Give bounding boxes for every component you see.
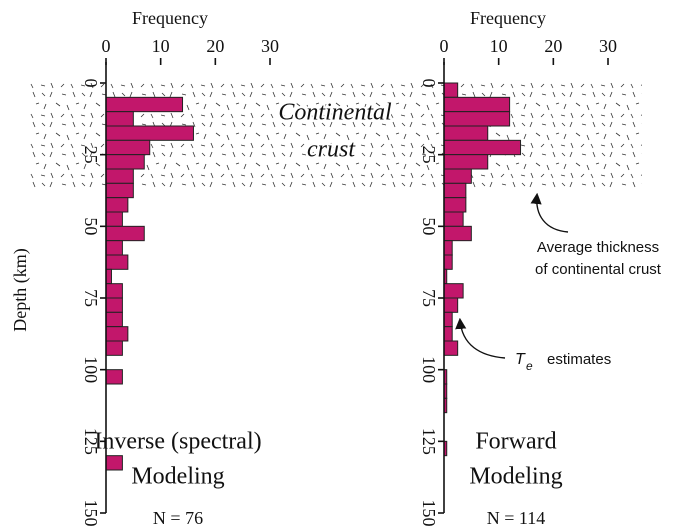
y-tick-label: 75: [419, 289, 439, 307]
x-tick-label: 20: [206, 36, 224, 56]
bar: [443, 254, 453, 270]
bar: [105, 168, 134, 184]
panel-label: Forward: [475, 429, 556, 455]
annotation: of continental crust: [535, 261, 662, 278]
crust-label: crust: [307, 137, 356, 163]
bar: [105, 182, 134, 199]
bar: [105, 111, 134, 127]
bar: [105, 340, 123, 356]
count-label: N = 114: [487, 508, 545, 528]
bar: [443, 340, 459, 356]
bar: [105, 254, 129, 270]
x-tick-label: 0: [102, 36, 111, 56]
y-tick-label: 150: [419, 500, 439, 527]
bar: [105, 211, 123, 227]
annotation: e: [526, 359, 533, 373]
bar: [443, 82, 459, 98]
bar: [443, 211, 464, 227]
bar: [105, 225, 145, 242]
bar: [105, 240, 123, 256]
bar: [105, 455, 123, 471]
bar: [105, 154, 145, 170]
bar: [443, 139, 522, 156]
bar: [105, 326, 129, 342]
y-tick-label: 25: [419, 146, 439, 164]
x-tick-label: 20: [544, 36, 562, 56]
bar: [443, 326, 453, 342]
y-axis-title: Depth (km): [10, 248, 31, 331]
x-tick-label: 0: [440, 36, 449, 56]
annotation: Average thickness: [537, 239, 659, 256]
bar: [443, 283, 464, 299]
panel-label: Modeling: [131, 464, 224, 490]
bar: [105, 268, 112, 285]
x-axis-title: Frequency: [470, 8, 546, 28]
bar: [443, 111, 511, 127]
y-tick-label: 100: [419, 356, 439, 383]
count-label: N = 76: [153, 508, 203, 528]
bar: [105, 197, 129, 213]
y-tick-label: 150: [81, 500, 101, 527]
bar: [105, 283, 123, 299]
bar: [443, 96, 511, 113]
bar: [443, 297, 459, 313]
bar: [105, 297, 123, 313]
bar: [443, 197, 467, 213]
bar: [443, 182, 467, 199]
x-tick-label: 30: [261, 36, 279, 56]
y-tick-label: 50: [81, 217, 101, 235]
annotation: estimates: [547, 351, 611, 368]
y-tick-label: 125: [419, 428, 439, 455]
arrow: [530, 192, 569, 233]
bar: [443, 154, 489, 170]
crust-label: Continental: [278, 100, 392, 126]
bar: [443, 311, 453, 328]
arrow: [455, 317, 506, 359]
x-axis-title: Frequency: [132, 8, 208, 28]
panel-label: Inverse (spectral): [94, 429, 261, 455]
bar: [105, 96, 184, 113]
y-tick-label: 75: [81, 289, 101, 307]
x-tick-label: 10: [152, 36, 170, 56]
bar: [443, 125, 489, 141]
y-tick-label: 0: [81, 79, 101, 88]
bar: [443, 240, 453, 256]
annotation: T: [515, 351, 526, 368]
y-tick-label: 50: [419, 217, 439, 235]
bar: [105, 369, 123, 385]
x-tick-label: 10: [490, 36, 508, 56]
y-tick-label: 125: [81, 428, 101, 455]
bar: [105, 125, 194, 141]
y-tick-label: 25: [81, 146, 101, 164]
y-tick-label: 100: [81, 356, 101, 383]
panel-label: Modeling: [469, 464, 562, 490]
bar: [105, 311, 123, 328]
bar: [443, 168, 472, 184]
bar: [105, 139, 151, 156]
x-tick-label: 30: [599, 36, 617, 56]
bar: [443, 225, 472, 242]
y-tick-label: 0: [419, 79, 439, 88]
